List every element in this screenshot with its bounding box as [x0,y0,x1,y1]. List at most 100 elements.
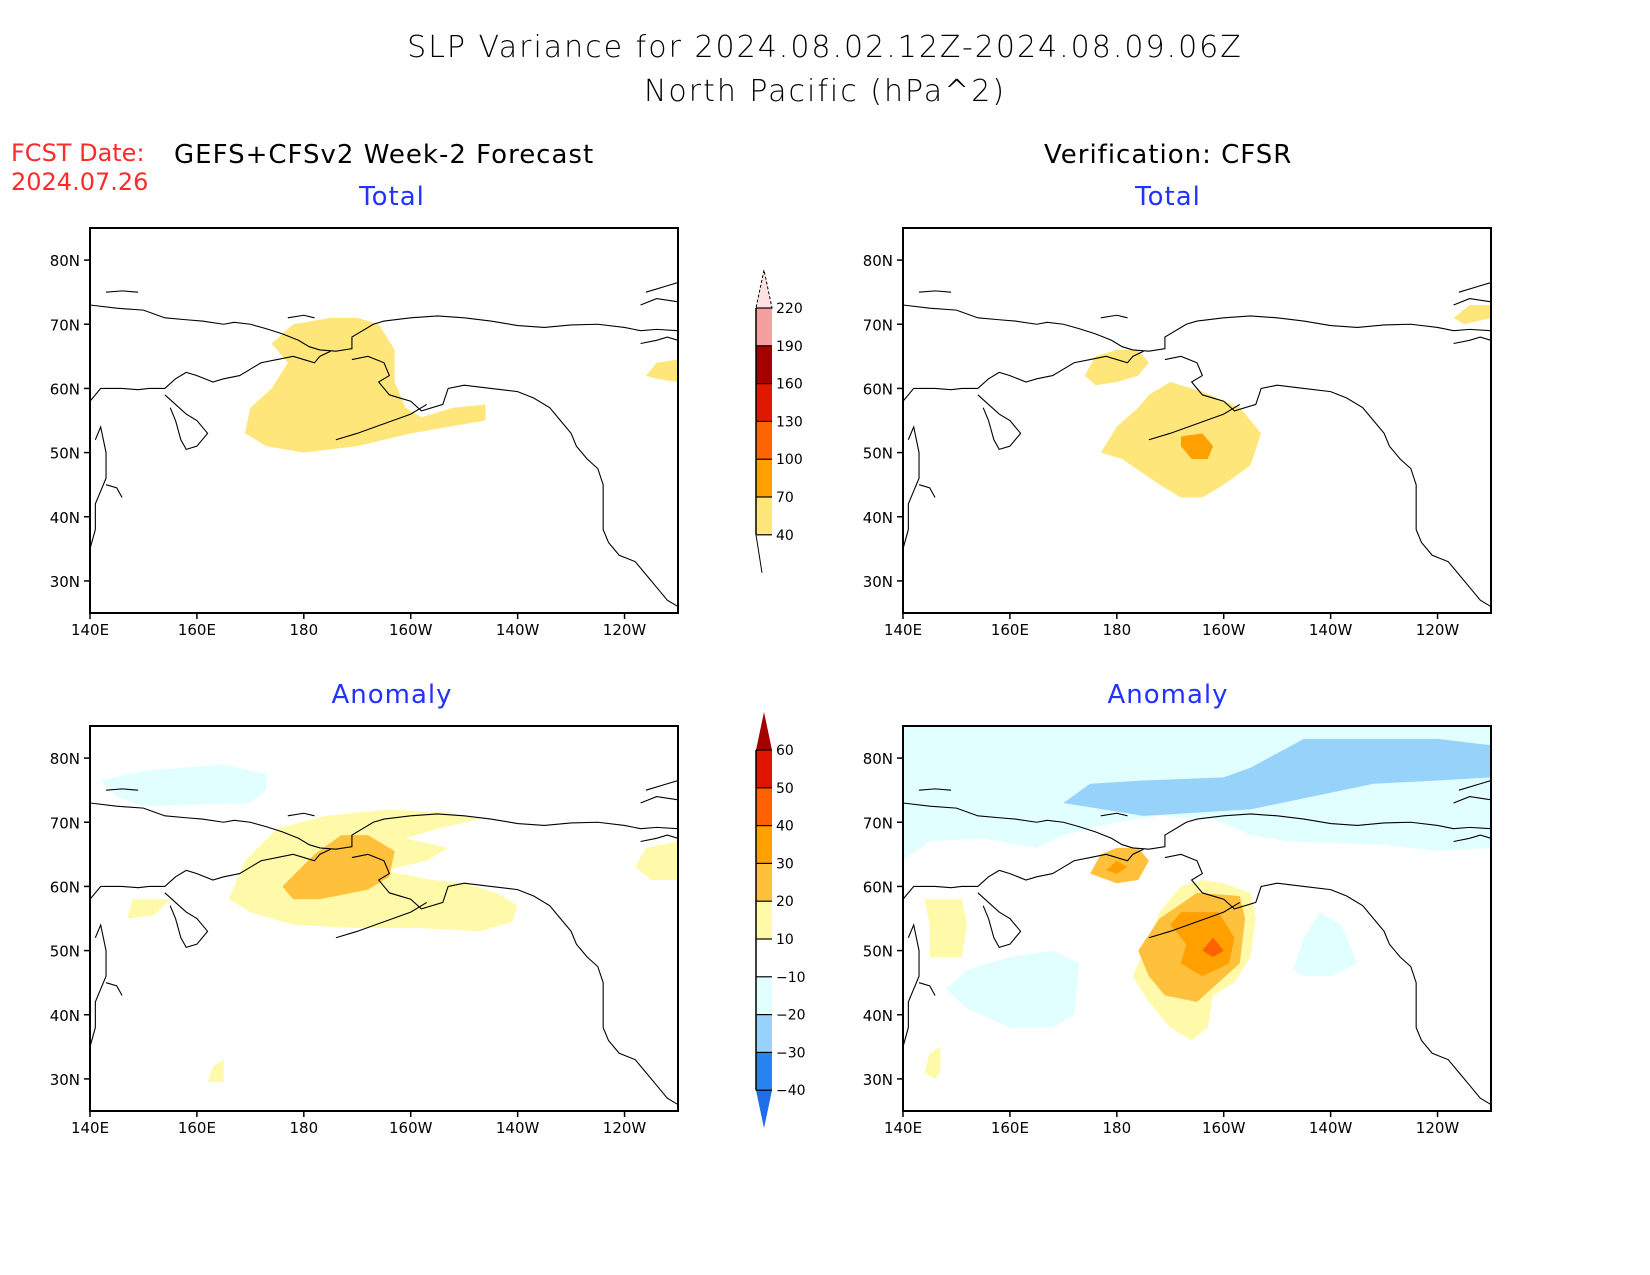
colorbar-segment [756,825,772,864]
coastline [903,802,1491,850]
coastline [1164,853,1491,1106]
colorbar-segment [756,787,772,826]
colorbar-label: 10 [776,932,794,948]
colorbar-label: −10 [776,970,806,986]
colorbar-label: 40 [776,528,794,544]
x-tick-label: 140W [1309,621,1353,639]
colorbar-label: −40 [776,1083,806,1099]
x-tick-label: 120W [603,621,647,639]
colorbar-label: 60 [776,743,794,759]
contour-region-40-70 [1084,349,1149,386]
x-tick-label: 160E [178,1119,216,1137]
coastline [1164,355,1491,608]
coastline [903,848,1144,900]
contour-region-30-40 [1170,912,1235,977]
x-tick-label: 180 [1102,621,1131,639]
x-tick-label: 140W [496,621,540,639]
contour-region-10-20 [924,1046,941,1079]
y-tick-label: 40N [863,509,893,527]
y-tick-label: 60N [50,380,80,398]
panel-title-verification-total: Total [1135,182,1201,212]
coastline [1148,901,1241,939]
contour-region-40-70 [645,359,678,382]
x-tick-label: 160W [1202,1119,1246,1137]
x-tick-label: 180 [289,621,318,639]
coastline [351,853,678,1106]
colorbar-label: −20 [776,1008,806,1024]
y-tick-label: 80N [50,750,80,768]
coastline [1453,796,1491,804]
colorbar-segment [756,459,772,497]
coastline [105,484,123,498]
colorbar-label: 220 [776,301,803,317]
coastline [903,304,1491,352]
y-tick-label: 60N [863,380,893,398]
colorbar-label: 20 [776,894,794,910]
colorbar-segment [756,383,772,422]
coastline [903,923,920,1047]
coastline [164,892,209,949]
coastline [1453,298,1491,306]
coastline [90,304,678,352]
coastline [977,394,1022,451]
colorbar-segment [756,1014,772,1053]
y-tick-label: 50N [863,943,893,961]
x-tick-label: 160W [389,621,433,639]
contour-region-10-20 [924,899,968,957]
y-tick-label: 50N [863,445,893,463]
colorbar-anomaly: −40 −30 −20 −10 10 20 30 40 50 60 [755,712,806,1129]
y-tick-label: 30N [50,573,80,591]
x-tick-label: 140E [71,1119,109,1137]
x-tick-label: 180 [1102,1119,1131,1137]
y-tick-label: 50N [50,445,80,463]
coastline [1453,834,1491,843]
coastline [105,290,139,293]
coastline [335,403,428,441]
x-tick-label: 140E [71,621,109,639]
colorbar-segment [756,901,772,939]
map-panel-verification-anomaly: 140E 160E 180 160W 140W 120W 30N 40N 50N 60N 70N 80… [863,725,1492,1137]
y-tick-label: 70N [50,814,80,832]
y-tick-label: 30N [50,1071,80,1089]
panel-title-forecast-anomaly: Anomaly [331,680,453,710]
coastline [640,796,678,804]
colorbar-segment [756,497,772,535]
coastline [1458,282,1491,293]
coastline [918,788,952,791]
coastline [105,788,139,791]
x-tick-label: 120W [1416,621,1460,639]
colorbar-segment [756,421,772,460]
coastline [645,282,678,293]
y-tick-label: 60N [863,878,893,896]
contour-region-10-20 [207,1059,224,1083]
x-tick-label: 160W [1202,621,1246,639]
colorbar-top-triangle [755,269,773,309]
contour-region--20--10 [1293,912,1358,977]
fcst-date-value: 2024.07.26 [11,168,149,196]
coastline [1100,314,1128,319]
coastline [640,834,678,843]
colorbar-segment [756,345,772,384]
colorbar-label: 30 [776,856,794,872]
y-tick-label: 50N [50,943,80,961]
y-tick-label: 70N [50,316,80,334]
y-tick-label: 40N [863,1007,893,1025]
coastline [903,425,920,549]
coastline [90,350,331,402]
panel-title-forecast-total: Total [359,182,425,212]
contour-region-10-20 [635,841,678,880]
coastline [903,350,1144,402]
colorbar-segment [756,750,772,788]
coastline [90,923,107,1047]
y-tick-label: 70N [863,316,893,334]
map-fill-layer [903,726,1491,1106]
colorbar-label: 100 [776,452,803,468]
y-tick-label: 30N [863,1071,893,1089]
contour-region-30-40 [1106,860,1128,874]
y-tick-label: 80N [863,252,893,270]
main-subtitle: North Pacific (hPa^2) [643,74,1007,109]
y-tick-label: 80N [863,750,893,768]
coastline [90,425,107,549]
colorbar-segment [756,863,772,902]
coastline [918,982,936,996]
